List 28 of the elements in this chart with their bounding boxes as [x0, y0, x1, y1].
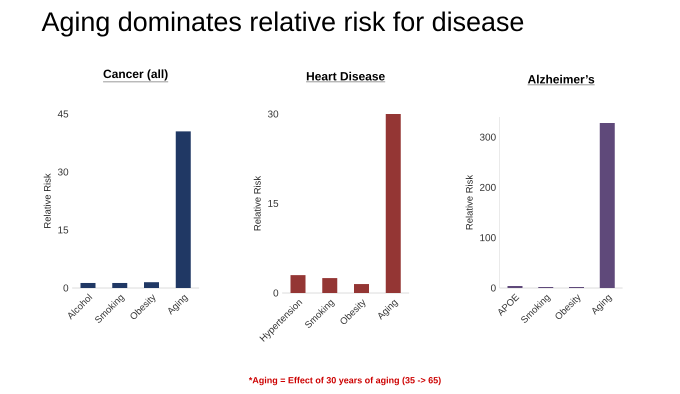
chart-title: Heart Disease	[306, 72, 385, 81]
text: *Aging = Effect of 30 years of aging (35 -> 65)	[248, 376, 441, 386]
chart-title: Alzheimer’s	[528, 74, 594, 84]
bar	[144, 282, 160, 288]
y-axis-title: Relative Risk	[44, 173, 51, 228]
bar	[386, 114, 401, 293]
bar	[176, 131, 191, 288]
bar	[112, 282, 128, 288]
text: Aging dominates relative risk for disease	[42, 11, 524, 37]
y-tick-label: 100	[480, 234, 496, 242]
bar	[290, 275, 306, 293]
bar	[600, 123, 615, 288]
bar	[80, 282, 96, 288]
y-tick-label: 15	[58, 226, 68, 234]
y-tick-label: 30	[58, 168, 68, 176]
bar	[322, 278, 338, 293]
y-axis-title: Relative Risk	[466, 174, 473, 230]
y-tick-label: 15	[268, 200, 278, 207]
y-tick-label: 200	[480, 184, 496, 191]
chart-title: Cancer (all)	[104, 69, 168, 81]
y-tick-label: 45	[58, 110, 68, 118]
y-tick-label: 300	[480, 134, 496, 141]
y-tick-label: 0	[273, 289, 278, 297]
bar	[354, 284, 370, 293]
y-axis-title: Relative Risk	[254, 176, 261, 230]
y-tick-label: 0	[490, 284, 496, 292]
y-tick-label: 30	[268, 110, 278, 118]
y-tick-label: 0	[63, 284, 68, 292]
